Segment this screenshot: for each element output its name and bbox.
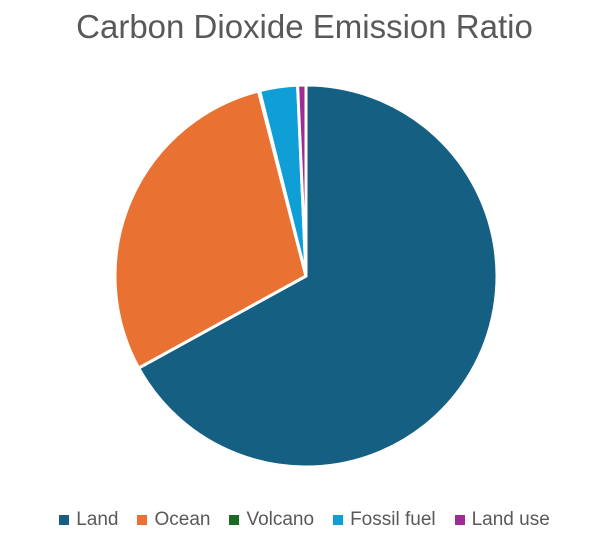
legend: Land Ocean Volcano Fossil fuel Land use <box>0 509 609 531</box>
legend-item-land: Land <box>59 509 118 531</box>
legend-swatch <box>454 515 465 525</box>
legend-label: Fossil fuel <box>350 509 436 530</box>
pie-slice-ocean <box>113 89 308 370</box>
pie-chart <box>113 83 499 469</box>
legend-label: Land <box>76 509 119 530</box>
legend-label: Ocean <box>154 509 211 530</box>
legend-swatch <box>229 515 240 525</box>
pie-slice-land <box>137 83 499 469</box>
legend-label: Land use <box>471 509 550 530</box>
legend-swatch <box>59 515 70 525</box>
legend-label: Volcano <box>246 509 315 530</box>
legend-item-fossil-fuel: Fossil fuel <box>333 509 436 531</box>
legend-swatch <box>333 515 344 525</box>
legend-item-volcano: Volcano <box>229 509 314 531</box>
chart-title: Carbon Dioxide Emission Ratio <box>76 8 533 45</box>
legend-item-ocean: Ocean <box>137 509 210 531</box>
legend-item-land-use: Land use <box>454 509 550 531</box>
pie-slice-land-use <box>296 83 308 278</box>
legend-swatch <box>137 515 148 525</box>
